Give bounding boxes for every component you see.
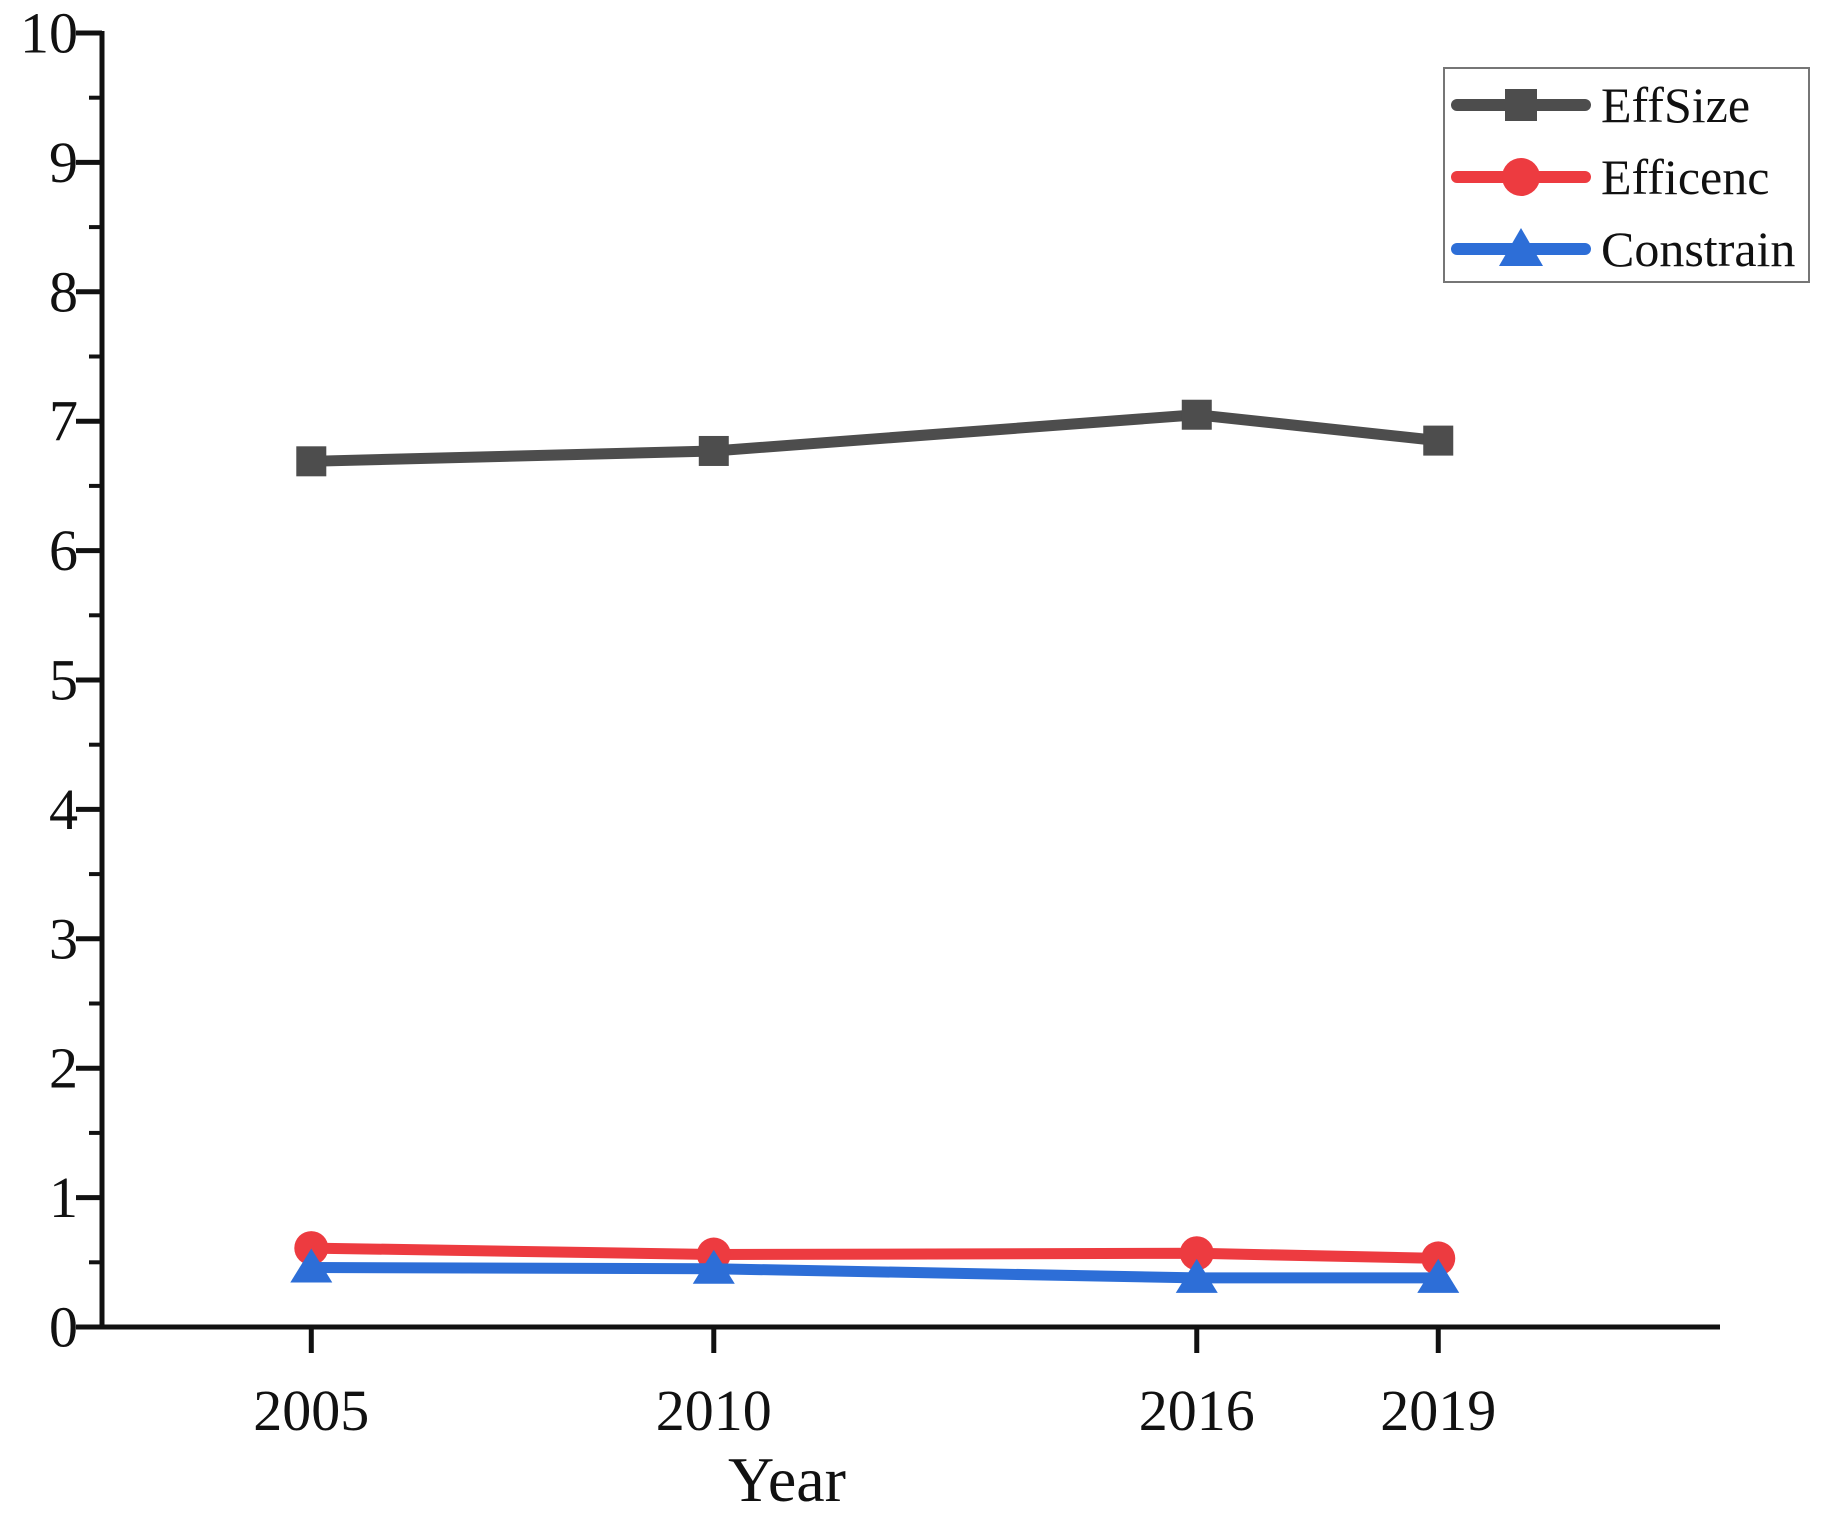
series-line-efficenc	[305, 1242, 1444, 1264]
series-line-constrain	[305, 1261, 1444, 1284]
triangle-marker	[692, 1249, 735, 1284]
square-marker	[1181, 399, 1212, 430]
y-axis-tick-label: 2	[49, 1036, 78, 1101]
legend-item-constrain: Constrain	[1445, 213, 1808, 285]
legend: EffSize Efficenc Constrain	[1443, 67, 1810, 283]
square-marker	[1423, 425, 1454, 456]
square-marker	[698, 435, 729, 466]
circle-marker	[1179, 1236, 1214, 1271]
y-axis-tick-label: 4	[49, 777, 78, 842]
x-axis-title: Year	[728, 1444, 846, 1515]
legend-item-effsize: EffSize	[1445, 69, 1808, 141]
triangle-marker	[290, 1248, 333, 1283]
series-effsize	[296, 399, 1454, 477]
legend-swatch-triangle-icon	[1451, 228, 1591, 266]
x-axis-tick-label: 2019	[1380, 1378, 1496, 1443]
circle-marker	[294, 1231, 329, 1266]
y-axis-tick-label: 0	[49, 1295, 78, 1360]
legend-swatch-circle-icon	[1451, 158, 1591, 196]
y-axis-tick-label: 6	[49, 518, 78, 583]
x-axis-tick-label: 2010	[656, 1378, 772, 1443]
y-axis-tick-label: 1	[49, 1165, 78, 1230]
legend-label: Efficenc	[1601, 149, 1770, 205]
circle-marker	[1502, 158, 1540, 196]
triangle-marker	[1499, 228, 1543, 266]
square-marker	[296, 446, 327, 477]
x-axis-tick-label: 2005	[253, 1378, 369, 1443]
legend-label: EffSize	[1601, 77, 1751, 133]
circle-marker	[1421, 1241, 1456, 1276]
series-efficenc	[294, 1231, 1456, 1276]
triangle-marker	[1417, 1258, 1460, 1293]
legend-swatch-square-icon	[1451, 89, 1591, 121]
x-axis-tick-label: 2016	[1139, 1378, 1255, 1443]
legend-item-efficenc: Efficenc	[1445, 141, 1808, 213]
y-axis-tick-label: 3	[49, 906, 78, 971]
triangle-marker	[1175, 1258, 1218, 1293]
y-axis-tick-label: 10	[20, 1, 78, 66]
square-marker	[1505, 89, 1537, 121]
legend-label: Constrain	[1601, 221, 1796, 277]
y-axis-tick-label: 9	[49, 130, 78, 195]
y-axis-tick-label: 8	[49, 259, 78, 324]
series-line-effsize	[305, 409, 1444, 467]
y-axis-tick-label: 5	[49, 648, 78, 713]
y-axis-tick-label: 7	[49, 389, 78, 454]
series-constrain	[290, 1248, 1460, 1293]
